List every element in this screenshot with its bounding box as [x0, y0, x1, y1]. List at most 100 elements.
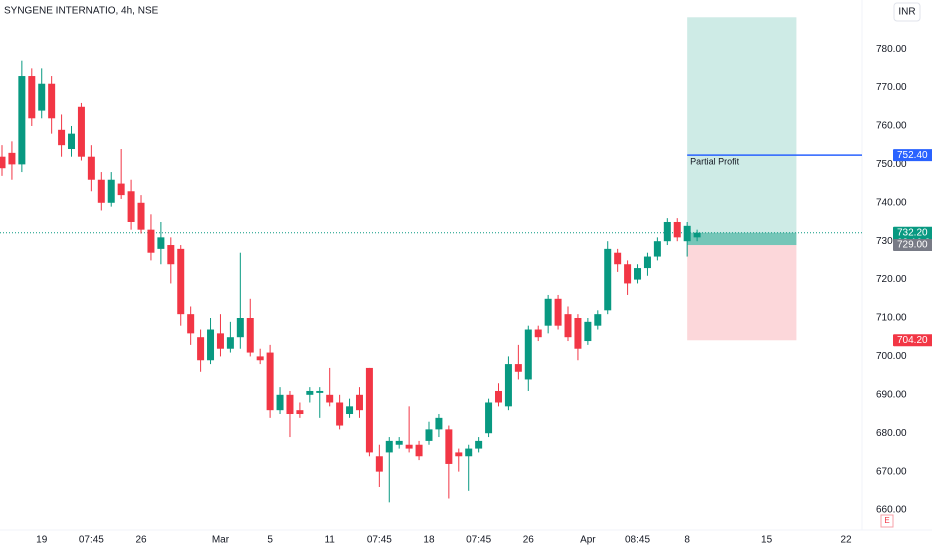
candle-body — [693, 232, 701, 238]
price-label-box — [893, 149, 932, 162]
y-tick-label: 690.00 — [876, 389, 907, 400]
candle-body — [564, 314, 572, 338]
y-tick-label: 740.00 — [876, 197, 907, 208]
candle-body — [147, 229, 155, 253]
candle-body — [395, 440, 403, 445]
candle-body — [435, 417, 443, 430]
x-tick-label: 18 — [423, 535, 435, 546]
candle-body — [286, 394, 294, 415]
candle-body — [504, 364, 512, 407]
candle-body — [326, 394, 334, 403]
candle-body — [167, 245, 175, 265]
candle-body — [97, 179, 105, 203]
candle-body — [48, 83, 56, 119]
x-tick-label: 11 — [324, 535, 335, 546]
x-tick-label: 22 — [840, 535, 852, 546]
x-tick-label: Mar — [212, 535, 230, 546]
x-tick-label: 8 — [684, 535, 690, 546]
candle-body — [544, 298, 552, 326]
candle-body — [107, 179, 115, 203]
candle-body — [336, 402, 344, 426]
candle-body — [197, 337, 205, 361]
y-tick-label: 780.00 — [876, 44, 907, 55]
candle-body — [18, 76, 26, 165]
footer-icon-box[interactable] — [880, 514, 894, 528]
candle-body — [355, 394, 363, 411]
candle-body — [68, 133, 76, 150]
candle-body — [485, 402, 493, 434]
candle-body — [77, 106, 85, 157]
price-label-box — [893, 334, 932, 347]
candle-body — [226, 337, 234, 349]
candle-body — [465, 448, 473, 457]
candle-body — [236, 318, 244, 338]
x-tick-label: 08:45 — [625, 535, 650, 546]
currency[interactable]: INR — [898, 7, 915, 18]
candle-body — [554, 298, 562, 326]
candle-body — [346, 406, 354, 415]
x-tick-label: 07:45 — [79, 535, 104, 546]
candle-body — [276, 394, 284, 411]
candle-body — [87, 156, 95, 180]
candle-body — [375, 456, 383, 472]
chart-title: SYNGENE INTERNATIO, 4h, NSE — [4, 6, 159, 17]
candle-body — [127, 191, 135, 222]
y-tick-label: 730.00 — [876, 236, 907, 247]
candle-body — [584, 321, 592, 342]
horizontal-line-label: Partial Profit — [690, 157, 740, 167]
candle-body — [157, 237, 165, 249]
y-tick-label: 680.00 — [876, 428, 907, 439]
candle-body — [653, 241, 661, 257]
candle-body — [385, 440, 393, 453]
x-tick-label: 26 — [523, 535, 535, 546]
candle-body — [594, 314, 602, 326]
candle-body — [246, 318, 254, 353]
candle-body — [8, 152, 16, 165]
candle-body — [0, 156, 6, 169]
candle-body — [614, 252, 622, 265]
loss-zone — [687, 245, 797, 341]
candle-body — [683, 225, 691, 242]
candle-body — [216, 333, 224, 349]
candle-body — [58, 129, 66, 146]
candle-body — [137, 202, 145, 230]
price-label-box — [893, 239, 932, 252]
candle-body — [534, 329, 542, 338]
candle-body — [296, 410, 304, 415]
y-tick-label: 710.00 — [876, 313, 907, 324]
candle-body — [524, 329, 532, 380]
candle-body — [187, 314, 195, 334]
candle-body — [365, 367, 373, 453]
candle-body — [425, 429, 433, 441]
open-pnl-zone — [687, 232, 797, 246]
candle-body — [316, 390, 324, 393]
y-tick-label: 660.00 — [876, 505, 907, 516]
footer-icon[interactable]: E — [884, 516, 889, 525]
candle-body — [634, 268, 642, 280]
x-tick-label: 07:45 — [466, 535, 491, 546]
x-tick-label: 15 — [761, 535, 773, 546]
candle-body — [643, 256, 651, 269]
candle-body — [405, 444, 413, 449]
candle-body — [415, 444, 423, 457]
x-tick-label: 19 — [36, 535, 48, 546]
candle-body — [624, 264, 632, 284]
candle-body — [207, 329, 215, 361]
candle-body — [266, 352, 274, 411]
price-label: 729.00 — [897, 240, 928, 251]
candle-body — [28, 76, 36, 119]
y-tick-label: 750.00 — [876, 159, 907, 170]
candle-body — [475, 440, 483, 449]
candle-body — [604, 248, 612, 311]
currency-button[interactable] — [893, 2, 921, 22]
candle-body — [455, 452, 463, 457]
profit-zone — [687, 17, 797, 246]
price-label: 732.20 — [897, 227, 928, 238]
candle-body — [256, 356, 264, 361]
x-tick-label: 26 — [135, 535, 147, 546]
price-label: 704.20 — [897, 335, 928, 346]
candle-body — [514, 364, 522, 372]
candle-body — [117, 183, 125, 196]
price-label: 752.40 — [897, 150, 928, 161]
candle-body — [574, 318, 582, 349]
